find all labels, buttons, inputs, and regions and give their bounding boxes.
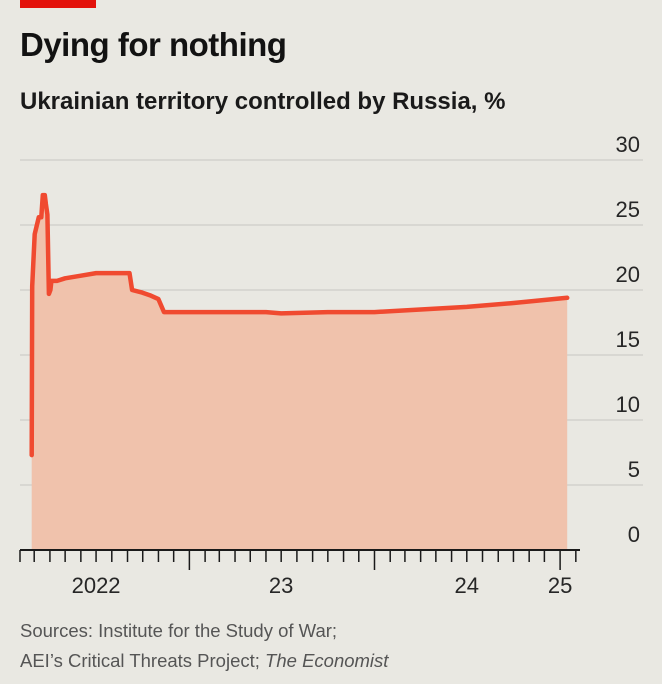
y-tick-label: 20	[616, 262, 640, 287]
area-fill	[31, 195, 568, 550]
x-tick-label: 2022	[72, 573, 121, 598]
y-tick-label: 15	[616, 327, 640, 352]
sources-line-1: Sources: Institute for the Study of War;	[20, 620, 338, 641]
x-tick-label: 25	[548, 573, 572, 598]
y-tick-label: 30	[616, 132, 640, 157]
sources-line-2-text: AEI’s Critical Threats Project;	[20, 650, 260, 671]
series-line	[29, 192, 570, 458]
y-tick-label: 0	[628, 522, 640, 547]
sources-line-2: AEI’s Critical Threats Project; The Econ…	[20, 650, 388, 672]
brand-red-tag	[20, 0, 96, 8]
sources-line-2-publication: The Economist	[265, 650, 389, 671]
x-axis	[19, 549, 580, 570]
x-tick-labels: 2022 23 24 25	[72, 573, 573, 598]
chart-title: Dying for nothing	[20, 26, 287, 63]
area-layer	[29, 192, 570, 550]
y-tick-label: 25	[616, 197, 640, 222]
y-tick-label: 5	[628, 457, 640, 482]
y-tick-label: 10	[616, 392, 640, 417]
y-tick-labels: 0 5 10 15 20 25 30	[616, 132, 640, 547]
chart-subtitle: Ukrainian territory controlled by Russia…	[20, 88, 506, 115]
x-tick-label: 24	[455, 573, 479, 598]
x-tick-label: 23	[269, 573, 293, 598]
